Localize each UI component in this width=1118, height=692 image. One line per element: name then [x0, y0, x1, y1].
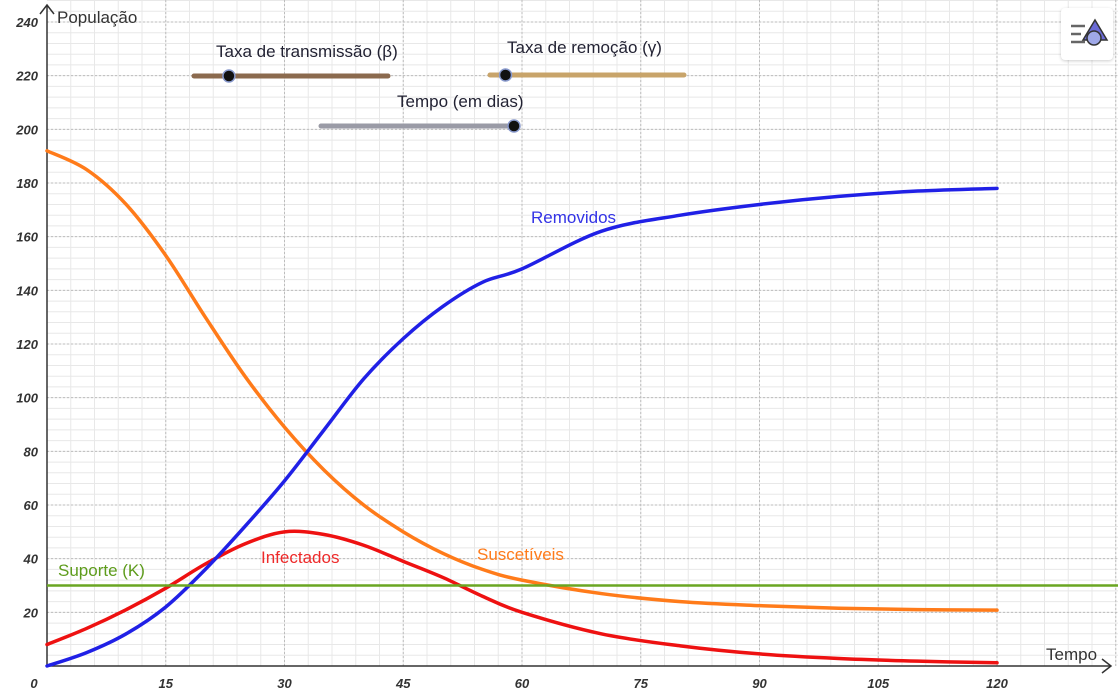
x-tick-label: 60 [515, 676, 530, 691]
x-tick-label: 75 [634, 676, 649, 691]
x-axis-arrow [1101, 658, 1113, 674]
x-tick-label: 90 [752, 676, 767, 691]
time-slider[interactable] [318, 119, 521, 133]
y-tick-label: 140 [16, 283, 38, 298]
x-axis-title: Tempo [1046, 645, 1098, 664]
y-tick-label: 240 [15, 15, 38, 30]
label-suscetiveis: Suscetíveis [477, 545, 564, 564]
label-removidos: Removidos [531, 208, 617, 227]
grid [47, 0, 1118, 666]
x-tick-label: 45 [395, 676, 411, 691]
y-axis-title: População [57, 8, 138, 27]
gamma-slider-label: Taxa de remoção (γ) [507, 38, 662, 57]
gamma-slider[interactable] [487, 68, 687, 82]
beta-slider[interactable] [191, 69, 391, 83]
y-tick-label: 100 [16, 391, 38, 406]
curves [45, 149, 1118, 668]
y-tick-label: 60 [24, 498, 39, 513]
beta-slider-knob[interactable] [222, 69, 236, 83]
x-tick-label: 0 [30, 676, 38, 691]
graphics-view-icon [1071, 18, 1109, 46]
label-suporte: Suporte (K) [58, 561, 145, 580]
x-tick-label: 120 [986, 676, 1008, 691]
axes [39, 3, 1113, 674]
y-tick-label: 80 [24, 444, 39, 459]
x-tick-label: 30 [277, 676, 292, 691]
graphics-view-button[interactable] [1061, 8, 1113, 60]
gamma-slider-knob[interactable] [498, 68, 513, 82]
x-tick-label: 15 [159, 676, 174, 691]
y-tick-label: 160 [16, 230, 38, 245]
x-tick-label: 105 [867, 676, 889, 691]
y-tick-label: 20 [23, 605, 39, 620]
curve-removidos [45, 186, 999, 668]
time-slider-knob[interactable] [507, 119, 521, 133]
y-tick-label: 120 [16, 337, 38, 352]
time-slider-label: Tempo (em dias) [397, 92, 524, 111]
beta-slider-label: Taxa de transmissão (β) [216, 42, 398, 61]
tick-labels: 0 15 30 45 60 75 90 105 120 20 40 60 80 100 120 140 160 1… [15, 15, 1008, 691]
sliders[interactable] [191, 68, 687, 133]
y-tick-label: 220 [15, 69, 38, 84]
curve-infectados [45, 529, 999, 665]
y-axis-arrow [39, 3, 55, 15]
y-tick-label: 200 [15, 122, 38, 137]
y-tick-label: 180 [16, 176, 38, 191]
y-tick-label: 40 [23, 552, 39, 567]
label-infectados: Infectados [261, 548, 340, 567]
curve-suscetveis [45, 149, 999, 612]
